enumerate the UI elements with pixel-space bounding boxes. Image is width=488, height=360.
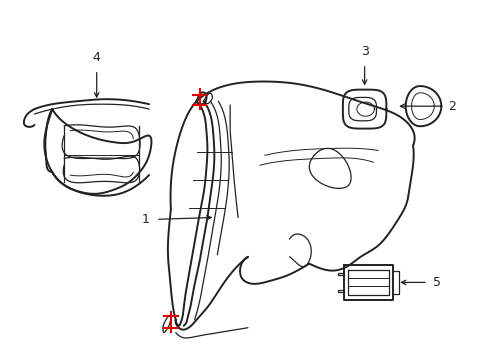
Text: 3: 3 [360, 45, 368, 58]
Text: 1: 1 [141, 213, 149, 226]
Text: 2: 2 [447, 100, 455, 113]
Text: 5: 5 [432, 276, 440, 289]
Text: 4: 4 [93, 51, 101, 64]
